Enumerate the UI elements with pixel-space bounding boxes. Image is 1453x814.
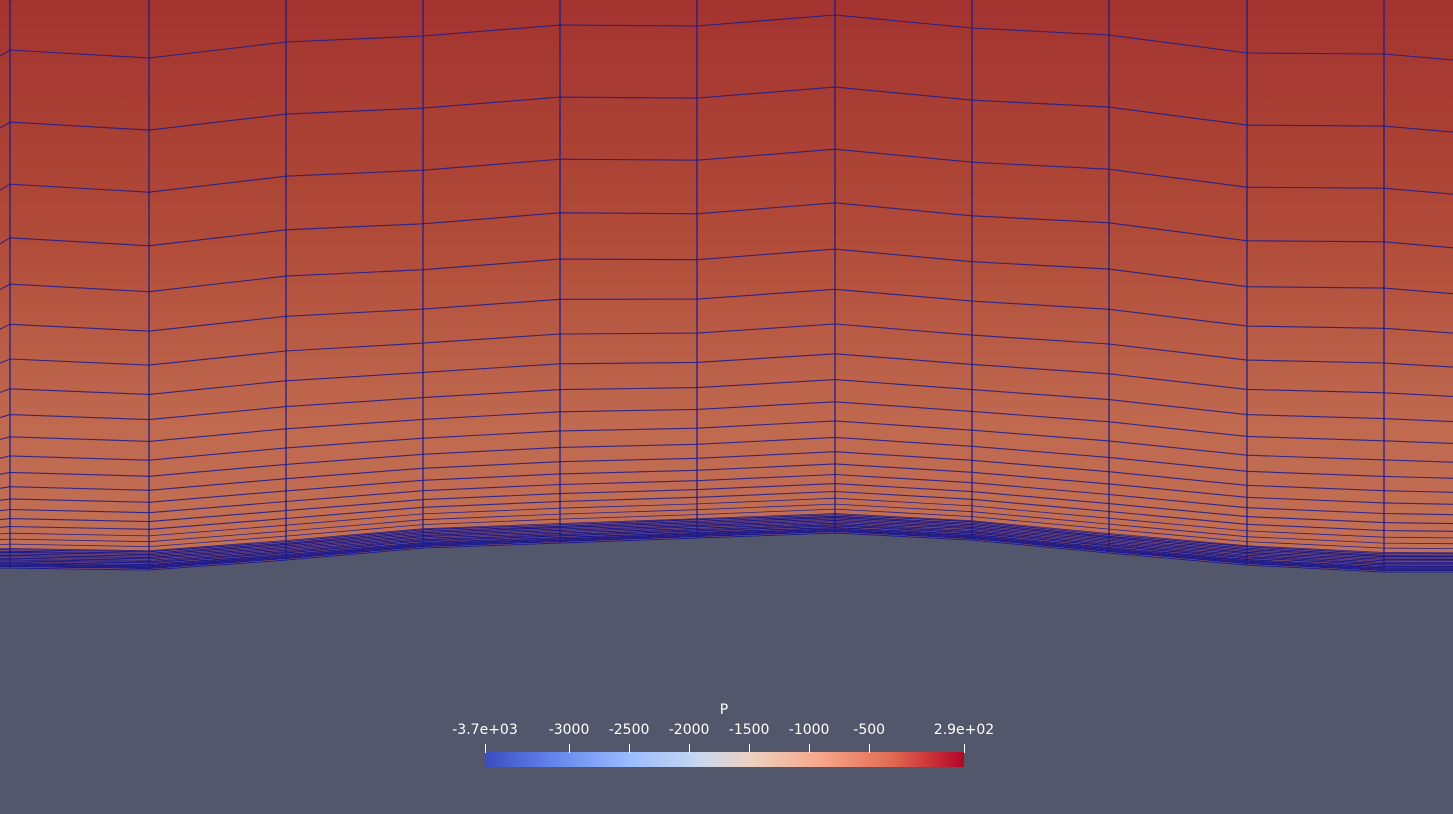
mesh-grid-lines xyxy=(0,0,1453,573)
legend-title: P xyxy=(719,702,729,718)
scalar-bar-legend[interactable]: P -3.7e+03 -3000 -2500 -2000 -1500 -1000 -500 2… xyxy=(440,700,1020,780)
legend-tick-mark xyxy=(964,744,965,753)
colorbar xyxy=(485,752,964,767)
legend-tick-mark xyxy=(869,744,871,753)
pressure-field-region xyxy=(0,0,1453,572)
legend-tick-label: -3000 xyxy=(548,722,590,738)
legend-tick-label: -1000 xyxy=(788,722,830,738)
legend-tick-mark xyxy=(569,744,571,753)
legend-tick-label: -1500 xyxy=(728,722,770,738)
mesh-field xyxy=(0,0,1453,572)
legend-tick-label: -500 xyxy=(853,722,886,738)
legend-tick-mark xyxy=(809,744,811,753)
legend-tick-mark xyxy=(749,744,751,753)
legend-tick-label: -3.7e+03 xyxy=(452,722,518,738)
legend-tick-label: -2000 xyxy=(668,722,710,738)
legend-tick-mark xyxy=(485,744,486,753)
legend-tick-mark xyxy=(689,744,691,753)
legend-tick-mark xyxy=(629,744,631,753)
legend-tick-label: -2500 xyxy=(608,722,650,738)
legend-tick-label: 2.9e+02 xyxy=(933,722,995,738)
